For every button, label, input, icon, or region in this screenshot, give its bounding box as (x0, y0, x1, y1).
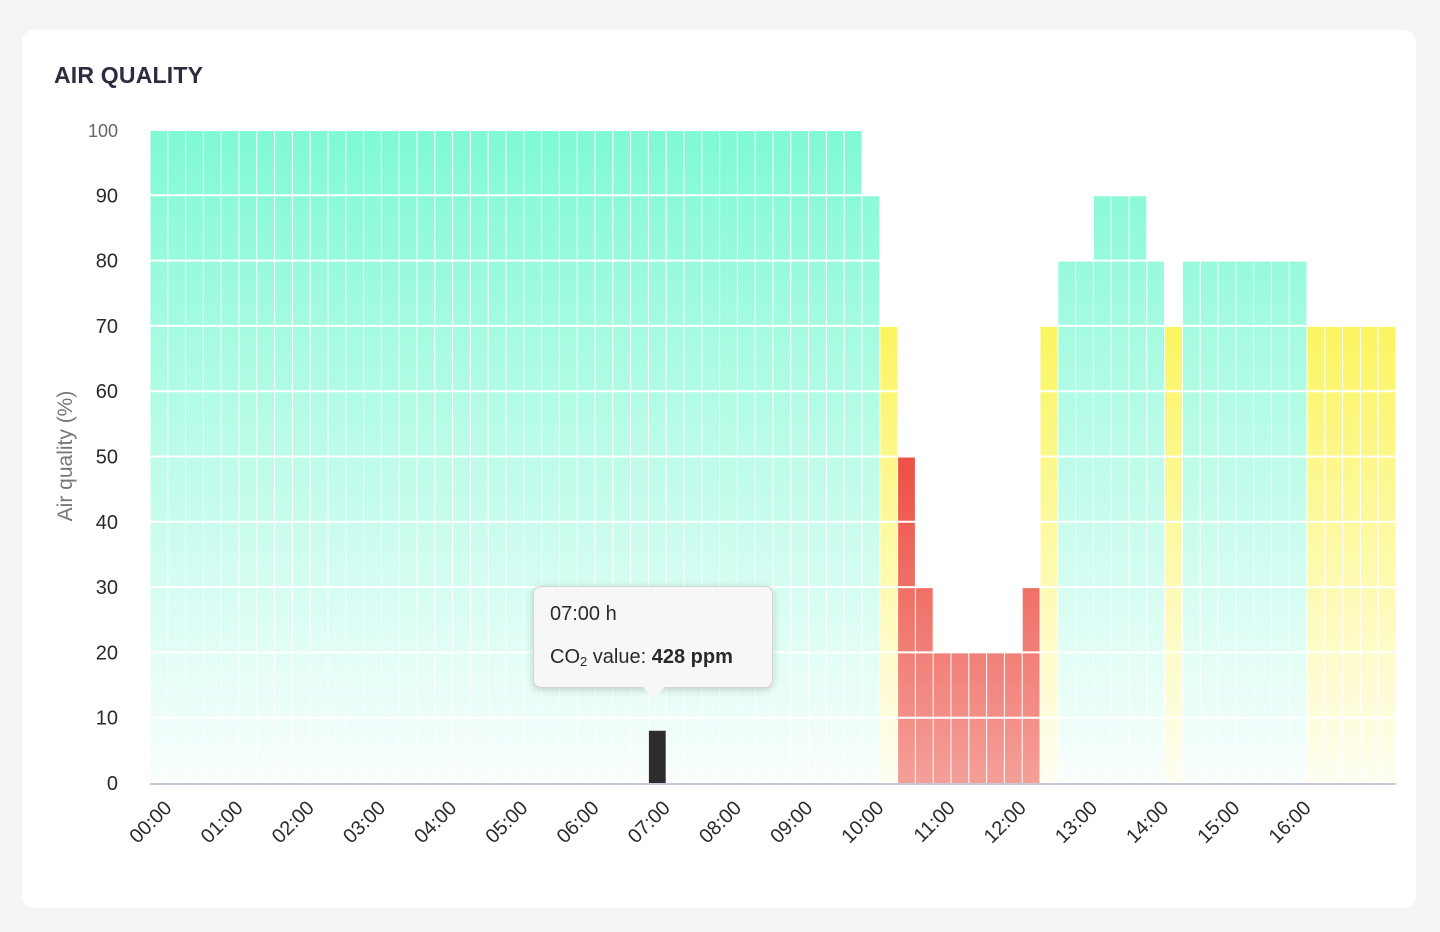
x-tick-label: 11:00 (910, 797, 960, 847)
tooltip-label-prefix: CO (550, 646, 580, 668)
y-tick-label: 20 (96, 642, 118, 664)
bar-65[interactable] (1307, 325, 1325, 783)
bar-49[interactable] (1022, 587, 1040, 783)
x-tick-label: 06:00 (553, 797, 604, 848)
bars-group (150, 129, 1396, 784)
y-tick-label: 0 (107, 773, 118, 795)
bar-40[interactable] (862, 195, 880, 784)
tooltip-label-sub: 2 (580, 654, 588, 669)
y-axis-label: Air quality (%) (54, 391, 77, 522)
x-tick-label: 03:00 (339, 797, 390, 848)
bar-55[interactable] (1129, 195, 1147, 784)
x-tick-label: 10:00 (837, 797, 888, 848)
x-tick-label: 02:00 (268, 797, 319, 848)
selected-bar[interactable] (648, 730, 666, 783)
y-tick-label: 60 (96, 381, 118, 403)
x-tick-label: 12:00 (980, 797, 1031, 848)
tooltip-value-line: CO2 value: 428 ppm (550, 646, 772, 669)
x-tick-label: 13:00 (1051, 797, 1102, 848)
bar-57[interactable] (1165, 325, 1182, 783)
bar-66[interactable] (1325, 325, 1343, 783)
x-tick-label: 15:00 (1193, 797, 1244, 848)
x-tick-label: 09:00 (766, 797, 817, 848)
y-tick-label: 100 (88, 121, 118, 141)
bar-41[interactable] (880, 325, 898, 783)
bar-67[interactable] (1343, 325, 1360, 783)
bar-43[interactable] (915, 587, 933, 783)
tooltip-label-suffix: value: (587, 646, 652, 668)
y-tick-label: 80 (96, 251, 118, 273)
x-tick-label: 05:00 (481, 797, 532, 848)
card-title: AIR QUALITY (54, 62, 204, 88)
x-tick-label: 00:00 (125, 797, 176, 848)
bar-42[interactable] (898, 456, 915, 784)
tooltip-time: 07:00 h (550, 603, 617, 625)
y-axis: 0 10 20 30 40 50 60 70 80 90 100 (88, 121, 118, 795)
y-tick-label: 10 (96, 708, 118, 730)
x-tick-label: 08:00 (695, 797, 746, 848)
x-tick-label: 07:00 (624, 797, 675, 848)
x-tick-label: 01:00 (197, 797, 248, 848)
y-tick-label: 50 (96, 447, 118, 469)
tooltip: 07:00 h CO2 value: 428 ppm (533, 586, 773, 699)
y-tick-label: 30 (96, 577, 118, 599)
y-tick-label: 90 (96, 185, 118, 207)
tooltip-arrow (643, 687, 665, 699)
bar-69[interactable] (1378, 325, 1396, 783)
bar-54[interactable] (1111, 195, 1129, 784)
bar-50[interactable] (1040, 325, 1058, 783)
x-tick-label: 14:00 (1122, 797, 1173, 848)
tooltip-value: 428 ppm (651, 646, 733, 668)
y-tick-label: 40 (96, 512, 118, 534)
x-axis: 00:00 01:00 02:00 03:00 04:00 05:00 06:00 07:00… (125, 797, 1315, 848)
bar-68[interactable] (1360, 325, 1378, 783)
y-tick-label: 70 (96, 316, 118, 338)
bar-53[interactable] (1093, 195, 1111, 784)
x-tick-label: 16:00 (1265, 797, 1316, 848)
x-tick-label: 04:00 (410, 797, 461, 848)
